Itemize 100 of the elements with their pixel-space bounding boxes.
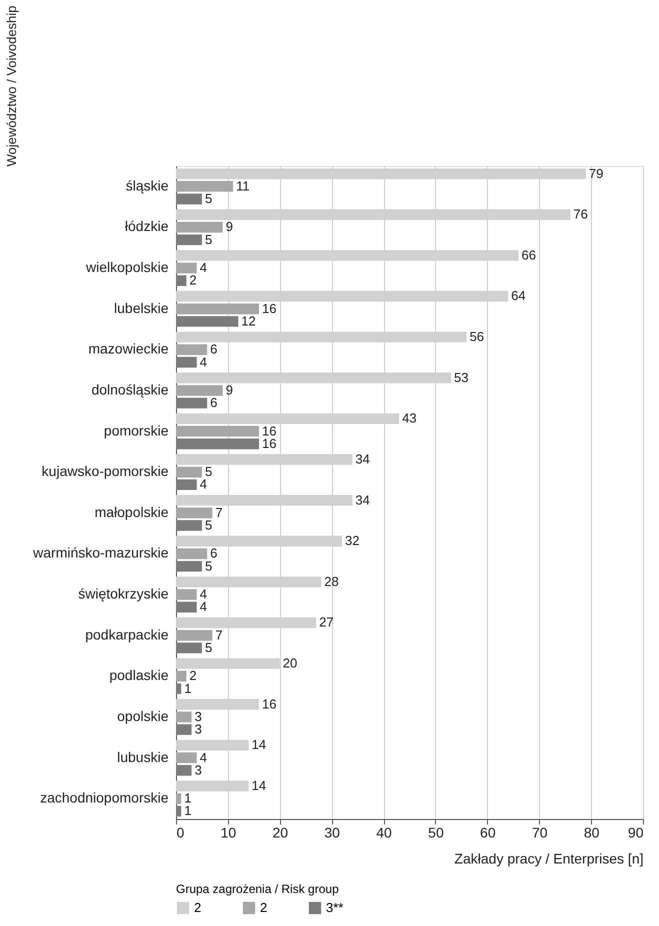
data-label: 20 xyxy=(282,656,298,671)
data-label: 5 xyxy=(204,232,212,247)
x-tick-label: 60 xyxy=(480,824,496,840)
data-label: 4 xyxy=(200,750,207,765)
data-label: 16 xyxy=(262,696,276,712)
data-label: 7 xyxy=(215,504,223,520)
data-label: 11 xyxy=(236,178,250,194)
x-tick-label: 70 xyxy=(532,824,548,840)
x-tick-label: 20 xyxy=(272,824,288,840)
data-label: 76 xyxy=(573,206,588,222)
y-tick-label: małopolskie xyxy=(94,504,169,520)
bar xyxy=(176,683,182,694)
data-label: 6 xyxy=(210,395,218,410)
data-label: 4 xyxy=(200,476,207,492)
bar xyxy=(176,602,197,612)
bar xyxy=(176,589,197,600)
data-label: 9 xyxy=(226,382,233,398)
data-label: 79 xyxy=(588,166,604,181)
data-label: 3 xyxy=(194,762,202,778)
y-tick-label: podkarpackie xyxy=(85,626,169,642)
bar xyxy=(176,262,197,274)
data-label: 2 xyxy=(189,272,197,288)
y-tick-label: opolskie xyxy=(117,708,169,724)
data-label: 53 xyxy=(454,370,468,385)
data-label: 6 xyxy=(210,342,218,357)
data-label: 34 xyxy=(355,492,370,508)
bar xyxy=(176,303,260,314)
bar xyxy=(176,793,182,804)
y-axis-title: Województwo / Voivodeship xyxy=(4,6,20,166)
data-label: 3 xyxy=(194,722,202,737)
bar xyxy=(176,712,192,722)
bar xyxy=(176,724,192,735)
data-label: 7 xyxy=(215,627,223,642)
bar xyxy=(176,398,208,408)
x-tick-label: 50 xyxy=(428,824,444,840)
data-label: 28 xyxy=(324,574,339,589)
bar xyxy=(176,752,197,764)
bar xyxy=(176,222,223,233)
data-label: 3 xyxy=(194,708,202,724)
bar xyxy=(176,316,238,327)
bar xyxy=(176,344,208,356)
bar xyxy=(176,234,202,246)
data-label: 27 xyxy=(319,614,334,630)
y-tick-label: wielkopolskie xyxy=(85,259,169,276)
x-tick-label: 0 xyxy=(176,824,184,840)
legend-label: 2 xyxy=(260,900,268,915)
data-label: 5 xyxy=(204,518,212,533)
data-label: 66 xyxy=(521,247,536,262)
y-tick-label: mazowieckie xyxy=(88,340,169,357)
data-label: 4 xyxy=(200,586,207,602)
bar xyxy=(176,806,182,817)
y-tick-label: pomorskie xyxy=(104,422,169,438)
legend-label: 2 xyxy=(194,900,202,915)
y-tick-label: dolnośląskie xyxy=(91,381,169,398)
x-axis-title: Zakłady pracy / Enterprises [n] xyxy=(454,850,644,866)
data-label: 5 xyxy=(204,640,212,655)
data-label: 14 xyxy=(252,778,266,793)
bar xyxy=(176,520,202,531)
data-label: 43 xyxy=(402,410,417,426)
data-label: 16 xyxy=(262,423,276,438)
x-tick-label: 30 xyxy=(324,824,340,840)
bar xyxy=(176,275,186,286)
x-tick-label: 10 xyxy=(220,824,236,840)
data-label: 16 xyxy=(262,436,276,451)
data-label: 4 xyxy=(200,354,207,370)
y-tick-label: kujawsko-pomorskie xyxy=(42,463,169,480)
bar xyxy=(176,438,260,450)
data-label: 34 xyxy=(355,451,370,466)
data-label: 1 xyxy=(184,680,192,696)
bar xyxy=(176,630,212,641)
y-tick-label: łódzkie xyxy=(124,218,169,234)
data-label: 5 xyxy=(204,558,212,574)
x-tick-label: 80 xyxy=(584,824,600,840)
data-label: 4 xyxy=(200,599,207,614)
data-label: 6 xyxy=(210,546,218,561)
bar xyxy=(176,385,223,396)
data-label: 9 xyxy=(226,219,233,234)
bar xyxy=(176,466,202,478)
data-label: 64 xyxy=(511,288,526,304)
y-tick-label: świętokrzyskie xyxy=(78,586,169,602)
data-label: 12 xyxy=(241,313,256,328)
bar xyxy=(176,560,202,572)
legend-title: Grupa zagrożenia / Risk group xyxy=(176,882,340,896)
bar xyxy=(176,508,212,518)
y-tick-label: warmińsko-mazurskie xyxy=(32,544,169,561)
y-tick-label: lubuskie xyxy=(117,748,169,765)
data-label: 14 xyxy=(252,737,266,752)
data-label: 5 xyxy=(204,464,212,480)
data-label: 2 xyxy=(189,668,197,684)
data-label: 16 xyxy=(262,300,276,316)
bar xyxy=(176,642,202,654)
bar xyxy=(176,765,192,776)
bar xyxy=(176,194,202,204)
data-label: 56 xyxy=(470,329,484,344)
data-label: 5 xyxy=(204,191,212,206)
bar xyxy=(176,548,208,560)
bar xyxy=(176,426,260,437)
x-tick-label: 90 xyxy=(628,824,644,840)
bar xyxy=(176,670,186,682)
data-label: 1 xyxy=(184,790,192,806)
